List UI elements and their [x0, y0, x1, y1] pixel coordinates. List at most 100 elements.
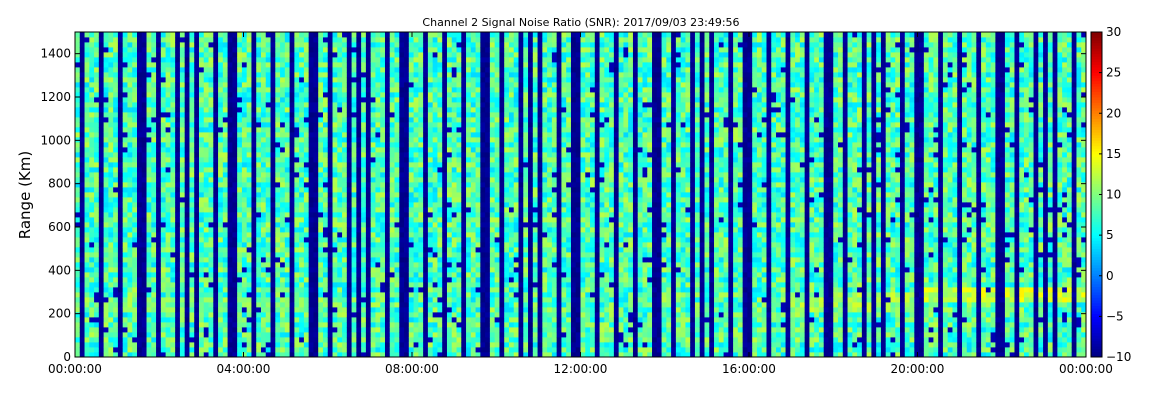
heatmap-cell — [423, 132, 429, 138]
heatmap-cell — [427, 172, 434, 178]
heatmap-cell — [75, 347, 81, 353]
heatmap-cell — [184, 102, 190, 108]
heatmap-cell — [98, 42, 105, 48]
heatmap-cell — [294, 322, 300, 328]
heatmap-cell — [332, 337, 338, 343]
heatmap-cell — [265, 332, 271, 338]
heatmap-cell — [160, 162, 167, 168]
heatmap-cell — [117, 257, 124, 263]
heatmap-cell — [113, 187, 119, 193]
heatmap-cell — [213, 222, 219, 228]
heatmap-cell — [284, 267, 290, 273]
heatmap-cell — [79, 102, 85, 108]
heatmap-cell — [342, 172, 348, 178]
heatmap-cell — [79, 187, 85, 193]
heatmap-cell — [275, 307, 281, 313]
heatmap-cell — [75, 262, 81, 268]
heatmap-cell — [361, 222, 367, 228]
heatmap-cell — [265, 167, 271, 173]
heatmap-cell — [399, 332, 405, 338]
heatmap-cell — [122, 157, 128, 163]
heatmap-cell — [156, 157, 162, 163]
heatmap-cell — [213, 197, 219, 203]
heatmap-cell — [103, 197, 109, 203]
heatmap-cell — [365, 52, 372, 58]
heatmap-cell — [141, 77, 147, 83]
heatmap-cell — [380, 282, 386, 288]
heatmap-cell — [98, 67, 105, 73]
heatmap-cell — [337, 222, 343, 228]
heatmap-cell — [337, 332, 343, 338]
heatmap-cell — [227, 332, 233, 338]
heatmap-cell — [246, 142, 252, 148]
heatmap-cell — [432, 307, 438, 313]
heatmap-cell — [394, 97, 400, 103]
heatmap-cell — [275, 272, 281, 278]
heatmap-cell — [303, 117, 310, 123]
heatmap-cell — [232, 282, 238, 288]
heatmap-cell — [113, 182, 119, 188]
heatmap-cell — [137, 182, 143, 188]
heatmap-cell — [256, 232, 262, 238]
heatmap-cell — [160, 237, 167, 243]
heatmap-cell — [337, 287, 343, 293]
heatmap-cell — [308, 37, 314, 43]
heatmap-cell — [370, 337, 376, 343]
heatmap-cell — [208, 262, 214, 268]
heatmap-cell — [308, 222, 314, 228]
heatmap-cell — [351, 257, 357, 263]
heatmap-cell — [318, 127, 324, 133]
heatmap-cell — [342, 77, 348, 83]
heatmap-cell — [232, 67, 238, 73]
heatmap-cell — [256, 57, 262, 63]
heatmap-cell — [370, 212, 376, 218]
heatmap-cell — [332, 102, 338, 108]
heatmap-cell — [380, 192, 386, 198]
heatmap-cell — [137, 92, 143, 98]
heatmap-cell — [132, 87, 138, 93]
heatmap-cell — [361, 197, 367, 203]
heatmap-cell — [232, 207, 238, 213]
heatmap-cell — [165, 192, 171, 198]
heatmap-cell — [98, 32, 105, 38]
heatmap-cell — [184, 222, 190, 228]
heatmap-cell — [141, 197, 147, 203]
heatmap-cell — [184, 67, 190, 73]
heatmap-cell — [137, 67, 143, 73]
heatmap-cell — [237, 172, 243, 178]
heatmap-cell — [198, 152, 205, 158]
heatmap-cell — [151, 327, 157, 333]
heatmap-cell — [418, 77, 424, 83]
heatmap-cell — [270, 112, 276, 118]
heatmap-cell — [327, 272, 333, 278]
heatmap-cell — [151, 47, 157, 53]
heatmap-cell — [332, 322, 338, 328]
heatmap-cell — [289, 37, 295, 43]
heatmap-cell — [175, 287, 181, 293]
heatmap-cell — [213, 152, 219, 158]
heatmap-cell — [322, 72, 329, 78]
heatmap-cell — [423, 52, 429, 58]
heatmap-cell — [184, 182, 190, 188]
heatmap-cell — [280, 32, 286, 38]
heatmap-cell — [122, 282, 128, 288]
heatmap-cell — [284, 72, 290, 78]
heatmap-cell — [408, 287, 414, 293]
heatmap-cell — [103, 327, 109, 333]
heatmap-cell — [213, 247, 219, 253]
heatmap-cell — [289, 322, 295, 328]
heatmap-cell — [284, 102, 290, 108]
heatmap-cell — [322, 37, 329, 43]
heatmap-cell — [404, 87, 410, 93]
heatmap-cell — [237, 132, 243, 138]
heatmap-cell — [389, 252, 395, 258]
heatmap-cell — [79, 347, 85, 353]
heatmap-cell — [179, 282, 186, 288]
heatmap-cell — [208, 287, 214, 293]
heatmap-cell — [132, 247, 138, 253]
heatmap-cell — [94, 277, 100, 283]
heatmap-cell — [280, 317, 286, 323]
heatmap-cell — [113, 172, 119, 178]
heatmap-cell — [322, 347, 329, 353]
heatmap-cell — [308, 67, 314, 73]
